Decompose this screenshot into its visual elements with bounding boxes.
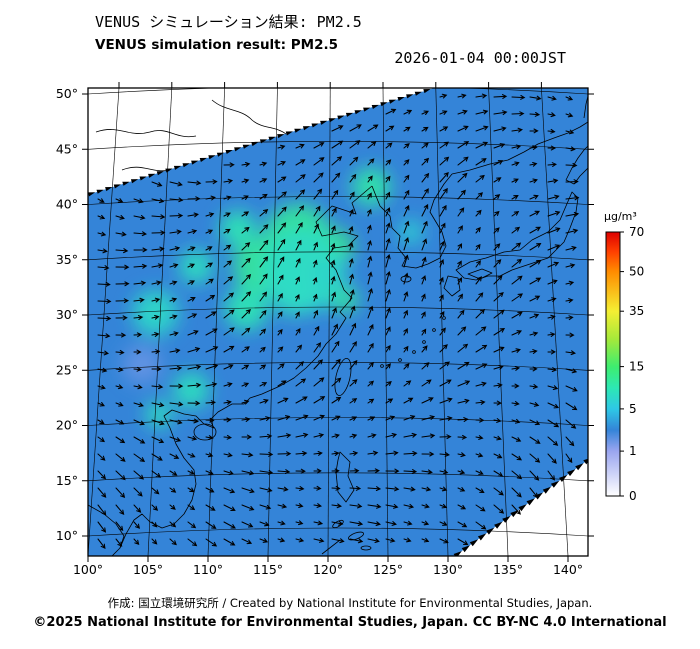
y-tick-label: 15° [56,473,78,488]
y-tick-label: 35° [56,252,78,267]
license-line: ©2025 National Institute for Environment… [33,615,666,630]
y-tick-label: 20° [56,418,78,433]
y-tick-label: 10° [56,528,78,543]
colorbar-tick-label: 70 [629,225,644,239]
title-japanese: VENUS シミュレーション結果: PM2.5 [95,13,362,31]
x-tick-label: 120° [313,562,343,577]
credit-line: 作成: 国立環境研究所 / Created by National Instit… [108,596,593,610]
colorbar-tick-label: 5 [629,402,637,416]
axis-labels: 50° 45° 40° 35° 30° 25° 20° 15° 10° 100° 105° 110° 1… [56,82,594,577]
colorbar-tick-label: 15 [629,360,644,374]
map-frame [87,87,589,557]
colorbar-title: µg/m³ [604,210,637,223]
x-tick-label: 115° [253,562,283,577]
y-tick-label: 45° [56,141,78,156]
x-tick-label: 105° [133,562,163,577]
colorbar-tick-label: 50 [629,265,644,279]
y-tick-label: 30° [56,307,78,322]
x-tick-label: 135° [493,562,523,577]
wind-vector-arrows [88,89,588,556]
timestamp: 2026-01-04 00:00JST [394,49,566,67]
colorbar-tick-label: 35 [629,304,644,318]
y-tick-label: 40° [56,197,78,212]
colorbar-tick-label: 0 [629,489,637,503]
x-tick-label: 140° [553,562,583,577]
y-tick-label: 50° [56,86,78,101]
pm25-concentration-field [88,88,588,556]
colorbar-tick-label: 1 [629,444,637,458]
title-english: VENUS simulation result: PM2.5 [95,37,338,53]
colorbar-gradient [605,231,621,497]
x-tick-label: 100° [73,562,103,577]
y-tick-label: 25° [56,362,78,377]
x-tick-label: 130° [433,562,463,577]
x-tick-label: 125° [373,562,403,577]
colorbar-legend: µg/m³ 70 50 35 15 5 1 0 [604,210,644,503]
x-tick-label: 110° [193,562,223,577]
